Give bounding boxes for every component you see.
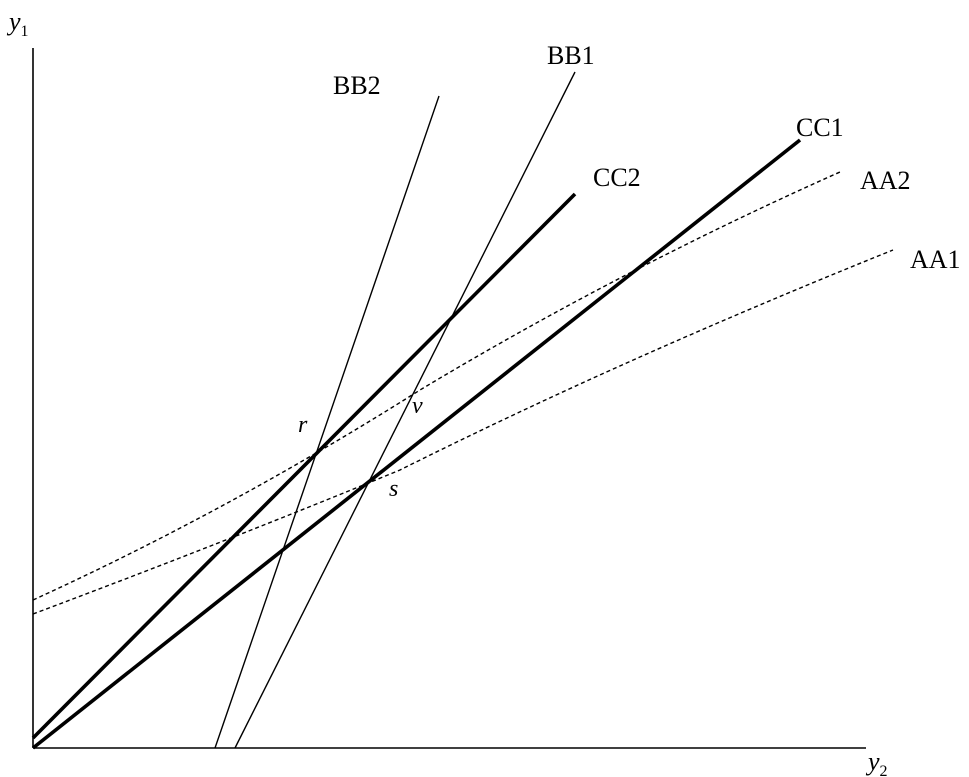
curve-bb1 xyxy=(234,71,576,749)
label-aa1: AA1 xyxy=(910,245,961,274)
label-aa2: AA2 xyxy=(860,166,911,195)
label-bb1: BB1 xyxy=(547,41,595,70)
curve-aa2 xyxy=(32,171,841,601)
point-r: r xyxy=(298,412,308,438)
y2-axis-label: y2 xyxy=(865,747,888,777)
y2-axis-symbol: y xyxy=(865,747,880,776)
y1-axis-subscript: 1 xyxy=(21,23,29,40)
label-cc2: CC2 xyxy=(593,163,641,192)
y2-axis-subscript: 2 xyxy=(880,763,888,777)
point-s: s xyxy=(389,476,398,502)
point-v: v xyxy=(412,393,423,419)
y1-axis-symbol: y xyxy=(6,7,21,36)
label-bb2: BB2 xyxy=(333,71,381,100)
curve-aa1 xyxy=(32,249,894,615)
curve-bb2 xyxy=(214,95,440,749)
y1-axis-label: y1 xyxy=(6,7,29,40)
curve-cc2 xyxy=(31,192,577,740)
label-cc1: CC1 xyxy=(796,113,844,142)
curve-cc1 xyxy=(31,138,802,750)
